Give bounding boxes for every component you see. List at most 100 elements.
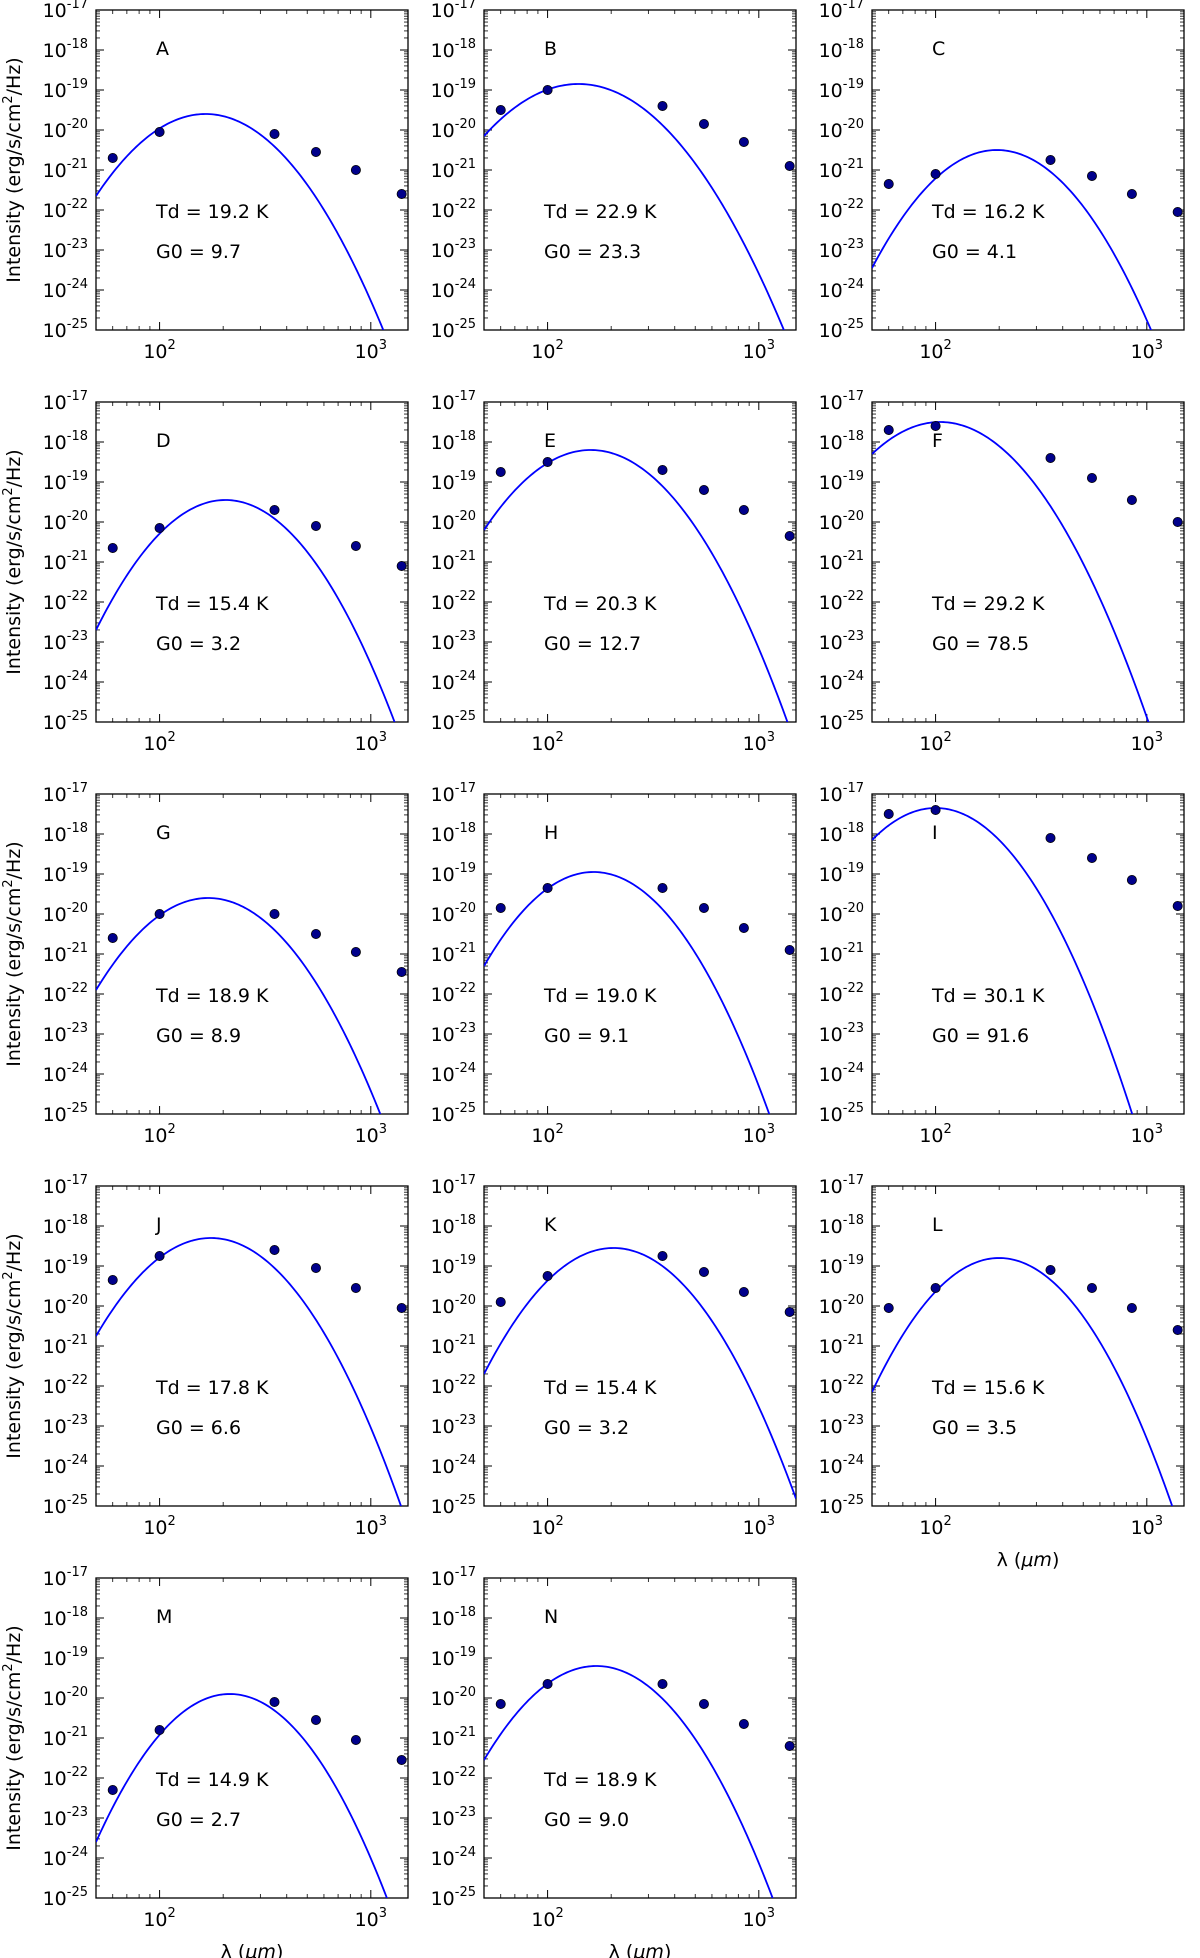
y-tick-label: 10-23 (431, 237, 476, 262)
y-tick-label: 10-24 (819, 669, 864, 694)
y-tick-label: 10-18 (43, 1213, 88, 1238)
panel-b: 10-17 10-18 10-19 10-20 10-21 10-22 10-23 10-24… (431, 0, 797, 363)
data-point (738, 923, 749, 934)
data-point (883, 424, 894, 435)
data-point (154, 523, 165, 534)
y-tick-label: 10-20 (819, 117, 864, 142)
data-point (657, 1679, 668, 1690)
y-tick-label: 10-18 (819, 1213, 864, 1238)
data-point (107, 543, 118, 554)
model-curve (872, 1257, 1174, 1506)
data-point (396, 561, 407, 572)
y-tick-label: 10-25 (819, 1101, 864, 1126)
data-point (495, 1699, 506, 1710)
axes-frame (483, 9, 797, 331)
y-tick-label: 10-23 (819, 1021, 864, 1046)
model-curve (484, 83, 785, 330)
model-curve (484, 871, 771, 1114)
y-tick-label: 10-17 (819, 389, 864, 414)
data-point (930, 805, 941, 816)
y-axis-label: Intensity (erg/s/cm2/Hz) (1, 57, 25, 282)
model-curve (96, 499, 396, 722)
y-tick-label: 10-24 (43, 1453, 88, 1478)
y-tick-label: 10-17 (43, 389, 88, 414)
y-tick-label: 10-25 (431, 1885, 476, 1910)
data-point (738, 136, 749, 147)
g0-annotation: G0 = 23.3 (544, 241, 641, 263)
g0-annotation: G0 = 3.2 (156, 633, 241, 655)
model-curve (96, 1693, 388, 1898)
g0-annotation: G0 = 3.2 (544, 1417, 629, 1439)
y-tick-label: 10-22 (43, 1373, 88, 1398)
y-tick-label: 10-22 (431, 1373, 476, 1398)
data-point (396, 1303, 407, 1314)
y-tick-label: 10-24 (43, 277, 88, 302)
y-tick-label: 10-21 (819, 157, 864, 182)
g0-annotation: G0 = 9.7 (156, 241, 241, 263)
panel-d: 10-17 10-18 10-19 10-20 10-21 10-22 10-23 10-24… (1, 389, 409, 755)
y-tick-label: 10-17 (43, 1173, 88, 1198)
y-tick-label: 10-20 (431, 901, 476, 926)
y-tick-label: 10-25 (431, 709, 476, 734)
axes-frame (483, 401, 797, 723)
y-tick-label: 10-23 (819, 1413, 864, 1438)
data-point (1086, 1283, 1097, 1294)
model-curve (96, 897, 382, 1114)
x-tick-label: 102 (919, 730, 951, 755)
x-tick-label: 102 (143, 1122, 175, 1147)
data-point (738, 1719, 749, 1730)
y-tick-label: 10-18 (819, 37, 864, 62)
data-point (269, 909, 280, 920)
panel-l: 10-17 10-18 10-19 10-20 10-21 10-22 10-23 10-24… (819, 1173, 1185, 1571)
data-point (542, 1271, 553, 1282)
y-tick-label: 10-23 (431, 1413, 476, 1438)
y-tick-label: 10-19 (431, 1645, 476, 1670)
g0-annotation: G0 = 4.1 (932, 241, 1017, 263)
y-tick-label: 10-24 (431, 277, 476, 302)
x-tick-label: 102 (143, 730, 175, 755)
data-point (698, 1699, 709, 1710)
x-axis-label: λ (μm) (609, 1941, 672, 1958)
data-point (154, 909, 165, 920)
y-tick-label: 10-20 (43, 901, 88, 926)
axes-frame (483, 1577, 797, 1899)
y-tick-label: 10-22 (431, 197, 476, 222)
y-tick-label: 10-25 (431, 1101, 476, 1126)
data-point (107, 1785, 118, 1796)
data-point (930, 420, 941, 431)
y-tick-label: 10-21 (43, 549, 88, 574)
data-point (657, 1251, 668, 1262)
y-tick-label: 10-18 (431, 37, 476, 62)
data-point (542, 883, 553, 894)
data-point (784, 945, 795, 956)
data-point (738, 504, 749, 515)
td-annotation: Td = 17.8 K (155, 1377, 269, 1399)
data-point (1086, 853, 1097, 864)
y-tick-label: 10-24 (43, 1845, 88, 1870)
y-axis-label: Intensity (erg/s/cm2/Hz) (1, 1625, 25, 1850)
td-annotation: Td = 19.0 K (543, 985, 657, 1007)
y-tick-label: 10-23 (43, 237, 88, 262)
x-tick-label: 103 (743, 1514, 775, 1539)
data-point (930, 168, 941, 179)
data-point (495, 1297, 506, 1308)
data-point (310, 521, 321, 532)
panel-n: 10-17 10-18 10-19 10-20 10-21 10-22 10-23 10-24… (431, 1565, 797, 1958)
panel-e: 10-17 10-18 10-19 10-20 10-21 10-22 10-23 10-24… (431, 389, 797, 755)
y-tick-label: 10-24 (43, 1061, 88, 1086)
y-tick-label: 10-17 (819, 781, 864, 806)
model-curve (484, 1665, 774, 1898)
data-point (1172, 901, 1183, 912)
y-tick-label: 10-20 (431, 1293, 476, 1318)
panel-label: E (544, 430, 556, 452)
y-tick-label: 10-25 (431, 1493, 476, 1518)
data-point (495, 466, 506, 477)
x-tick-label: 103 (355, 1514, 387, 1539)
data-point (396, 967, 407, 978)
data-point (154, 1725, 165, 1736)
data-point (1086, 170, 1097, 181)
y-tick-label: 10-17 (431, 781, 476, 806)
y-tick-label: 10-23 (43, 629, 88, 654)
td-annotation: Td = 30.1 K (931, 985, 1045, 1007)
y-tick-label: 10-24 (819, 1061, 864, 1086)
